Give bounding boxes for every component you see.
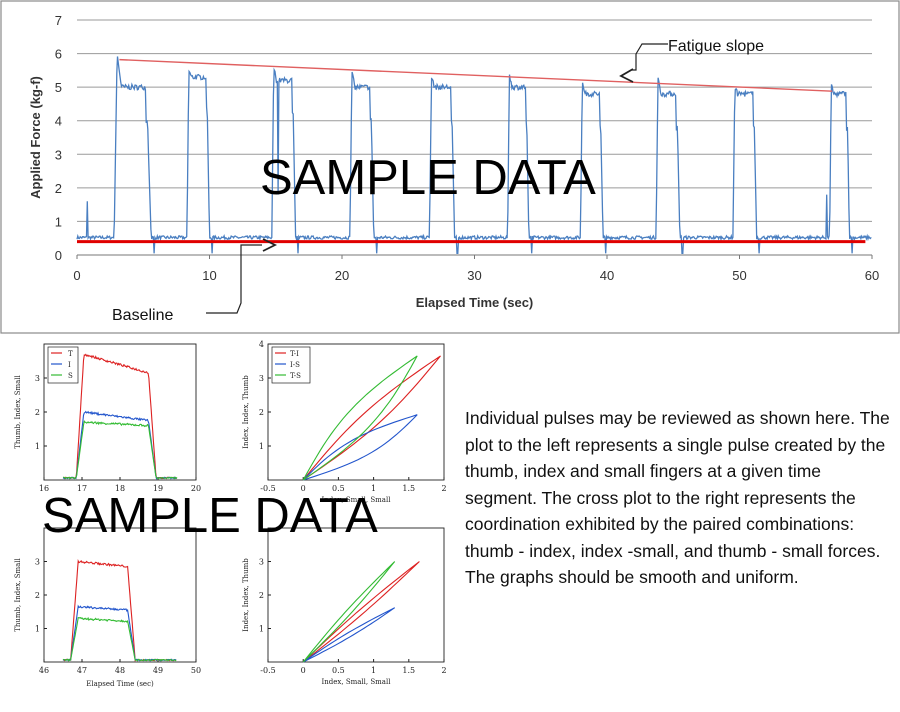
y-axis-label: Thumb, Index, Small [14,374,22,448]
x-tick-label: -0.5 [260,666,275,675]
legend-box [47,346,79,384]
x-tick-label: 40 [600,268,614,283]
series-loop-T-I [302,561,420,663]
x-tick-label: 18 [115,484,125,493]
x-tick-label: -0.5 [260,484,275,493]
description-text: Individual pulses may be reviewed as sho… [465,408,890,587]
series-line-S [63,420,178,480]
x-tick-label: 19 [153,484,163,493]
y-tick-label: 2 [259,408,264,417]
x-tick-label: 30 [467,268,481,283]
y-tick-label: 6 [55,47,62,62]
series-loop-T-S [302,561,396,663]
x-tick-label: 16 [39,484,49,493]
legend-label: T [68,350,73,358]
legend-label: S [68,372,73,380]
x-tick-label: 0 [301,484,306,493]
plot-frame [43,527,197,663]
x-tick-label: 1 [371,666,376,675]
x-axis-label: Elapsed Time (sec) [86,680,154,688]
y-tick-label: 4 [259,340,264,349]
baseline-leader-line [206,244,262,314]
y-tick-label: 4 [259,524,264,533]
legend-label: I-S [290,361,300,369]
series-loop-T-S [302,355,418,481]
series-line-S [62,616,177,662]
x-tick-label: 0.5 [332,484,345,493]
y-tick-label: 1 [259,625,264,634]
y-tick-label: 2 [55,181,62,196]
baseline-arrow-icon [262,238,278,252]
fatigue-arrow-icon [619,68,634,83]
y-tick-label: 3 [55,147,62,162]
x-tick-label: 17 [77,484,87,493]
fatigue-slope-line [119,58,833,92]
x-tick-label: 2 [441,666,446,675]
series-loop-T-I [302,355,441,481]
plot-frame [267,527,445,663]
x-axis-label: Elapsed Time (sec) [416,295,534,310]
x-tick-label: 20 [335,268,349,283]
baseline-annotation-label: Baseline [112,307,173,324]
x-tick-label: 2 [441,484,446,493]
y-axis-label: Index, Index, Thumb [242,558,250,632]
x-tick-label: 49 [153,666,163,675]
y-axis-label: Index, Index, Thumb [242,375,250,449]
y-tick-label: 1 [259,442,264,451]
fatigue-leader-line [632,43,668,71]
x-tick-label: 1.5 [402,484,415,493]
x-tick-label: 47 [77,666,87,675]
x-tick-label: 60 [865,268,879,283]
y-tick-label: 7 [55,13,62,28]
x-tick-label: 50 [732,268,746,283]
y-tick-label: 3 [35,558,40,567]
x-axis-label: Index, Small, Small [322,678,392,686]
y-tick-label: 1 [55,214,62,229]
x-tick-label: 1 [371,484,376,493]
y-tick-label: 3 [259,374,264,383]
x-tick-label: 0.5 [332,666,345,675]
x-tick-label: 20 [191,484,201,493]
y-tick-label: 5 [55,80,62,95]
y-tick-label: 3 [35,374,40,383]
fatigue-chart: 0 1 2 3 4 5 6 7 0 10 20 30 40 50 60 Elapsed Time (sec) A… [0,0,900,334]
pulse-plot-lower: 1 2 3 46 47 48 49 50 Thumb, Index, Small Elapsed … [14,527,201,688]
x-tick-label: 46 [39,666,49,675]
legend-label: I [68,361,71,369]
x-axis-label: Index, Small, Small [322,496,392,504]
y-axis-label: Thumb, Index, Small [14,557,22,631]
y-tick-label: 2 [259,591,264,600]
x-tick-label: 1.5 [402,666,415,675]
series-loop-I-S [302,607,396,663]
pulse-plot-upper: 1 2 3 16 17 18 19 20 Thumb, Index, Small TIS [14,343,201,493]
y-tick-label: 1 [35,625,40,634]
legend-label: T-S [290,372,301,380]
x-tick-label: 50 [191,666,201,675]
x-tick-label: 48 [115,666,125,675]
x-tick-label: 0 [73,268,80,283]
y-axis-label: Applied Force (kg-f) [28,76,43,199]
x-tick-label: 0 [301,666,306,675]
force-trace-line [76,56,872,254]
y-tick-label: 4 [55,114,62,129]
y-tick-label: 2 [35,591,40,600]
y-tick-label: 2 [35,408,40,417]
chart-frame [0,0,900,334]
legend-label: T-I [290,350,299,358]
y-tick-label: 1 [35,442,40,451]
y-tick-label: 0 [55,248,62,263]
series-loop-I-S [302,414,418,481]
cross-plot-lower: 1 2 3 4 -0.5 0 0.5 1 1.5 2 Index, Index, Thumb Inde… [242,524,447,686]
x-tick-label: 10 [202,268,216,283]
cross-plot-upper: 1 2 3 4 -0.5 0 0.5 1 1.5 2 Index, Index, Thumb Inde… [242,340,447,504]
fatigue-slope-label: Fatigue slope [668,38,764,55]
y-tick-label: 3 [259,558,264,567]
